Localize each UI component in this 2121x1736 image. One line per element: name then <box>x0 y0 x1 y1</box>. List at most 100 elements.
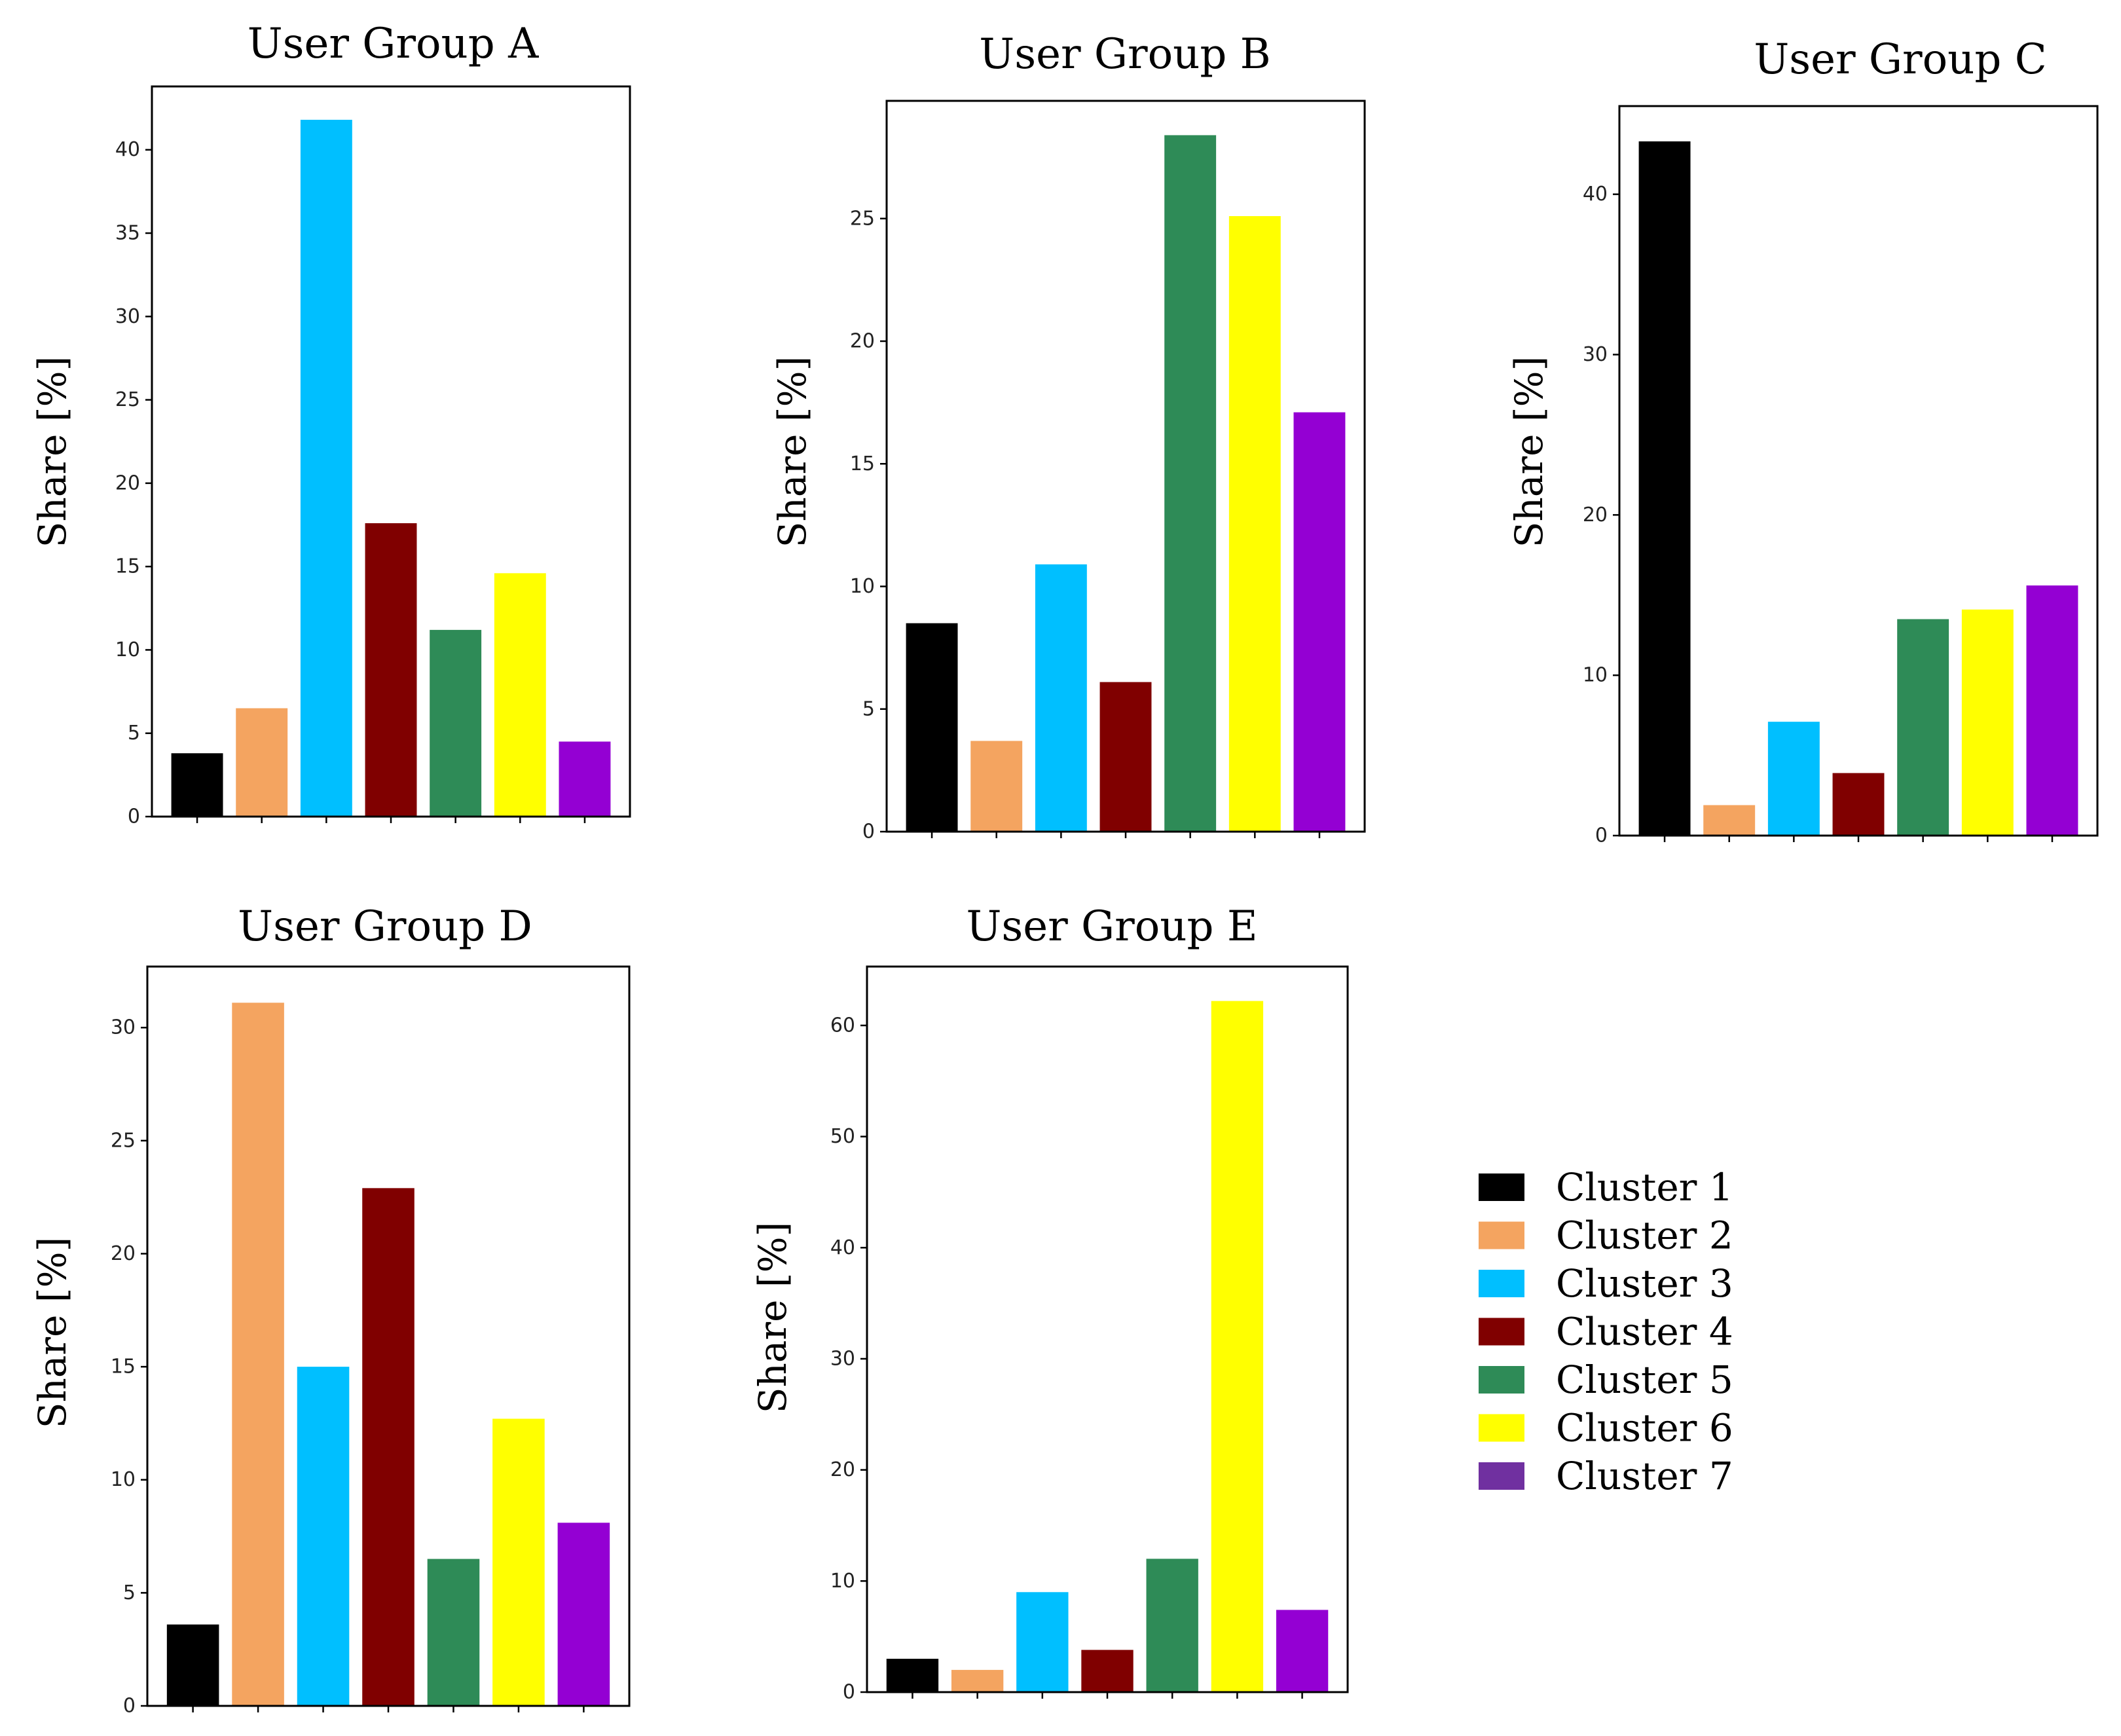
y-tick-label: 25 <box>111 1129 136 1152</box>
chart-c: User Group C Share [%] 0 10 20 30 40 <box>1507 35 2099 847</box>
y-tick-label: 20 <box>115 471 140 494</box>
y-tick-label: 40 <box>830 1236 855 1259</box>
y-tick-label: 20 <box>850 330 875 353</box>
y-axis-label: Share [%] <box>770 356 815 548</box>
plot-frame <box>146 965 631 1707</box>
bar-cluster-5 <box>427 1559 480 1706</box>
bar-cluster-5 <box>430 629 482 817</box>
y-tick-label: 20 <box>111 1242 136 1265</box>
y-axis-label: Share [%] <box>750 1222 795 1414</box>
y-tick-label: 40 <box>1583 183 1608 206</box>
y-tick-label: 0 <box>123 1695 136 1718</box>
legend-label: Cluster 3 <box>1556 1261 1733 1306</box>
bar-cluster-4 <box>1081 1650 1134 1692</box>
legend-label: Cluster 7 <box>1556 1454 1733 1498</box>
bar-cluster-3 <box>300 119 352 817</box>
y-tick-label: 40 <box>115 138 140 161</box>
y-axis-label: Share [%] <box>30 1237 75 1429</box>
bar-cluster-2 <box>236 708 288 817</box>
legend-swatch <box>1479 1318 1524 1346</box>
legend-swatch <box>1479 1366 1524 1394</box>
legend-label: Cluster 5 <box>1556 1357 1733 1402</box>
legend-swatch <box>1479 1414 1524 1442</box>
y-tick-label: 25 <box>850 207 875 230</box>
bar-cluster-1 <box>166 1624 219 1706</box>
legend-swatch <box>1479 1270 1524 1297</box>
y-tick-label: 10 <box>1583 664 1608 687</box>
legend-item: Cluster 4 <box>1479 1310 1733 1354</box>
chart-title: User Group A <box>248 20 539 68</box>
y-tick-label: 5 <box>862 697 875 720</box>
y-tick-label: 10 <box>850 575 875 598</box>
chart-d: User Group D Share [%] 0 5 10 15 20 25 30 <box>30 902 631 1718</box>
y-tick-label: 20 <box>1583 504 1608 526</box>
chart-title: User Group D <box>238 902 532 951</box>
y-tick-label: 15 <box>115 555 140 578</box>
y-tick-label: 30 <box>1583 343 1608 366</box>
legend-item: Cluster 2 <box>1479 1213 1733 1258</box>
bar-cluster-7 <box>2026 585 2078 836</box>
y-tick-label: 30 <box>115 305 140 328</box>
y-tick-label: 10 <box>111 1468 136 1491</box>
bar-cluster-5 <box>1146 1559 1198 1692</box>
bar-cluster-5 <box>1164 135 1217 832</box>
legend-swatch <box>1479 1462 1524 1490</box>
bar-cluster-3 <box>297 1367 350 1706</box>
y-tick-label: 20 <box>830 1458 855 1481</box>
y-axis-label: Share [%] <box>30 356 75 548</box>
y-tick-label: 60 <box>830 1014 855 1037</box>
bar-cluster-1 <box>171 753 223 817</box>
chart-a: User Group A Share [%] 0 5 10 15 20 25 30 35 40 <box>30 20 631 828</box>
plot-frame <box>151 85 631 818</box>
bar-cluster-1 <box>1638 141 1691 836</box>
y-tick-label: 5 <box>128 722 140 745</box>
legend-item: Cluster 1 <box>1479 1165 1733 1210</box>
y-tick-label: 0 <box>843 1681 855 1704</box>
chart-title: User Group E <box>966 902 1257 951</box>
y-tick-label: 0 <box>1595 824 1608 847</box>
y-tick-label: 10 <box>115 638 140 661</box>
bar-cluster-2 <box>232 1003 284 1706</box>
bar-cluster-7 <box>1293 412 1346 832</box>
y-tick-label: 5 <box>123 1581 136 1604</box>
y-tick-label: 30 <box>830 1347 855 1370</box>
plot-frame <box>866 965 1349 1693</box>
bar-cluster-3 <box>1035 564 1087 832</box>
bar-cluster-4 <box>365 523 417 817</box>
y-tick-label: 0 <box>862 821 875 843</box>
y-tick-label: 25 <box>115 388 140 411</box>
legend-item: Cluster 3 <box>1479 1261 1733 1306</box>
plot-frame <box>885 100 1366 833</box>
bar-cluster-6 <box>1228 216 1281 832</box>
y-axis-label: Share [%] <box>1507 356 1551 548</box>
bar-cluster-7 <box>1276 1610 1329 1692</box>
bar-cluster-1 <box>886 1659 939 1692</box>
bar-cluster-1 <box>906 623 958 832</box>
legend-item: Cluster 7 <box>1479 1454 1733 1498</box>
bar-cluster-5 <box>1897 619 1949 836</box>
y-tick-label: 50 <box>830 1125 855 1148</box>
bar-cluster-6 <box>492 1418 545 1706</box>
legend-label: Cluster 4 <box>1556 1310 1733 1354</box>
bar-cluster-4 <box>1099 682 1152 832</box>
chart-b: User Group B Share [%] 0 5 10 15 20 25 <box>770 30 1366 843</box>
bar-cluster-2 <box>970 741 1023 832</box>
y-tick-label: 0 <box>128 805 140 828</box>
bar-cluster-3 <box>1016 1592 1069 1692</box>
bar-cluster-4 <box>362 1188 415 1706</box>
y-tick-label: 10 <box>830 1570 855 1593</box>
bar-cluster-4 <box>1832 773 1885 836</box>
y-tick-label: 15 <box>111 1356 136 1378</box>
legend-label: Cluster 6 <box>1556 1406 1733 1450</box>
bar-cluster-7 <box>557 1523 610 1706</box>
bar-cluster-6 <box>494 573 546 817</box>
y-tick-label: 15 <box>850 452 875 475</box>
bar-cluster-2 <box>951 1670 1004 1692</box>
legend-label: Cluster 1 <box>1556 1165 1733 1210</box>
bar-cluster-7 <box>559 741 611 817</box>
bar-cluster-6 <box>1211 1001 1264 1692</box>
bar-cluster-2 <box>1703 805 1756 836</box>
chart-title: User Group C <box>1754 35 2046 84</box>
